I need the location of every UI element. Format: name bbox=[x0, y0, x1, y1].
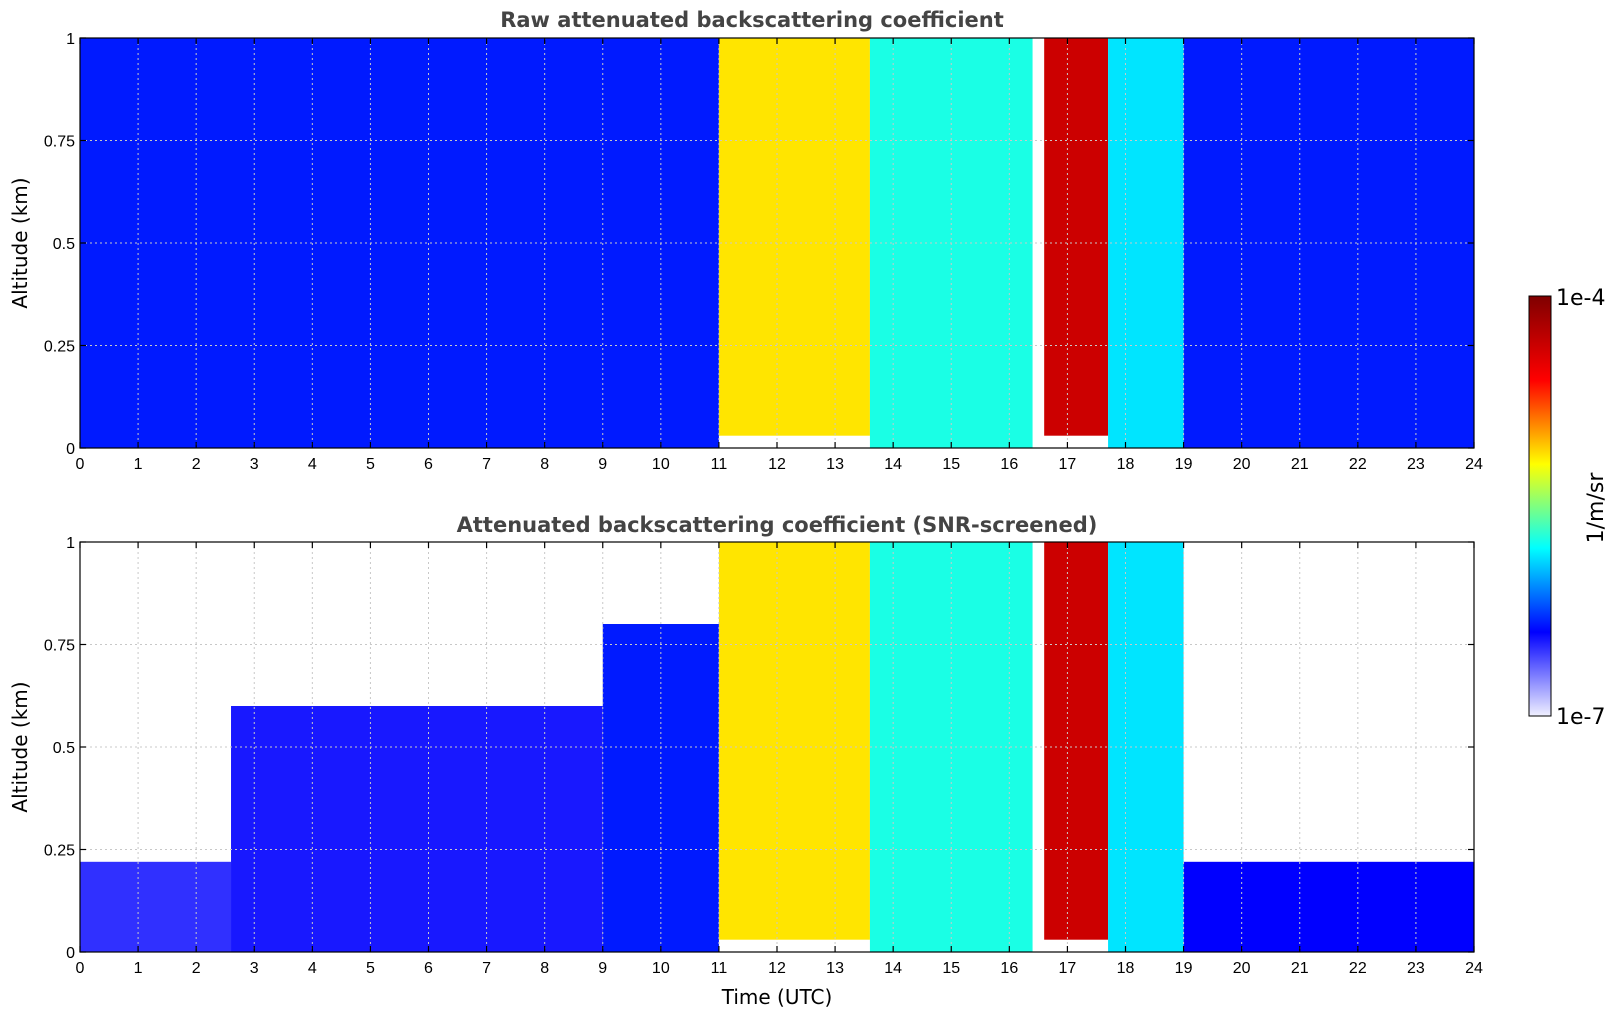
y-tick-label: 0.75 bbox=[44, 638, 75, 655]
x-tick-label: 10 bbox=[652, 456, 670, 473]
top-panel-title: Raw attenuated backscattering coefficien… bbox=[500, 8, 1004, 32]
x-tick-label: 19 bbox=[1175, 960, 1193, 977]
x-tick-label: 7 bbox=[482, 456, 491, 473]
x-tick-label: 9 bbox=[598, 456, 607, 473]
x-tick-label: 19 bbox=[1175, 456, 1193, 473]
bottom-x-ticks: 0 1 2 3 4 5 6 7 8 9 10 11 12 13 14 15 16 17 18 19 20 21 22 23 24 bbox=[76, 542, 1483, 977]
colorbar-min-label: 1e-7 bbox=[1556, 705, 1605, 730]
x-tick-label: 9 bbox=[598, 960, 607, 977]
heatmap-region-1 bbox=[231, 706, 603, 952]
x-tick-label: 0 bbox=[76, 456, 85, 473]
x-tick-label: 14 bbox=[884, 456, 902, 473]
x-tick-label: 6 bbox=[424, 960, 433, 977]
y-tick-label: 0.5 bbox=[53, 740, 75, 757]
colorbar: 1e-4 1e-7 1/m/sr bbox=[1528, 286, 1609, 730]
x-tick-label: 1 bbox=[134, 960, 143, 977]
y-tick-label: 0.25 bbox=[44, 843, 75, 860]
x-tick-label: 18 bbox=[1117, 456, 1135, 473]
x-tick-label: 5 bbox=[366, 456, 375, 473]
x-tick-label: 11 bbox=[711, 960, 728, 977]
x-tick-label: 13 bbox=[826, 960, 844, 977]
x-tick-label: 0 bbox=[76, 960, 85, 977]
x-tick-label: 6 bbox=[424, 456, 433, 473]
x-tick-label: 21 bbox=[1291, 960, 1309, 977]
y-tick-label: 0.25 bbox=[44, 339, 75, 356]
y-tick-label: 0.5 bbox=[53, 236, 75, 253]
x-tick-label: 3 bbox=[250, 456, 259, 473]
heatmap-region-5 bbox=[1044, 542, 1109, 940]
bottom-y-axis-label: Altitude (km) bbox=[8, 681, 32, 812]
x-tick-label: 16 bbox=[1000, 456, 1018, 473]
heatmap-region-1 bbox=[718, 38, 870, 436]
top-y-axis-label: Altitude (km) bbox=[8, 177, 32, 308]
x-tick-label: 18 bbox=[1117, 960, 1135, 977]
heatmap-region-0 bbox=[80, 861, 232, 952]
x-tick-label: 14 bbox=[884, 960, 902, 977]
x-tick-label: 23 bbox=[1407, 960, 1425, 977]
top-x-ticks: 0 1 2 3 4 5 6 7 8 9 10 11 12 13 14 15 16 17 18 19 20 21 22 23 24 bbox=[76, 38, 1483, 473]
x-tick-label: 3 bbox=[250, 960, 259, 977]
colorbar-gradient bbox=[1528, 295, 1552, 717]
x-tick-label: 24 bbox=[1465, 960, 1483, 977]
y-tick-label: 1 bbox=[66, 535, 75, 552]
bottom-y-ticks: 0 0.25 0.5 0.75 1 bbox=[44, 535, 1474, 962]
colorbar-unit-label: 1/m/sr bbox=[1584, 472, 1609, 544]
x-tick-label: 8 bbox=[540, 456, 549, 473]
x-tick-label: 8 bbox=[540, 960, 549, 977]
x-tick-label: 16 bbox=[1000, 960, 1018, 977]
bottom-x-axis-label: Time (UTC) bbox=[721, 985, 833, 1009]
heatmap-region-3 bbox=[718, 542, 870, 940]
y-tick-label: 0 bbox=[66, 441, 75, 458]
x-tick-label: 4 bbox=[308, 456, 317, 473]
x-tick-label: 17 bbox=[1059, 456, 1077, 473]
x-tick-label: 22 bbox=[1349, 960, 1367, 977]
x-tick-label: 22 bbox=[1349, 456, 1367, 473]
heatmap-region-3 bbox=[1044, 38, 1109, 436]
x-tick-label: 1 bbox=[134, 456, 143, 473]
x-tick-label: 20 bbox=[1233, 456, 1251, 473]
x-tick-label: 2 bbox=[192, 456, 201, 473]
x-tick-label: 7 bbox=[482, 960, 491, 977]
x-tick-label: 10 bbox=[652, 960, 670, 977]
bottom-panel-title: Attenuated backscattering coefficient (S… bbox=[457, 513, 1098, 537]
y-tick-label: 0 bbox=[66, 945, 75, 962]
bottom-gridlines bbox=[80, 542, 1474, 952]
y-tick-label: 1 bbox=[66, 31, 75, 48]
x-tick-label: 4 bbox=[308, 960, 317, 977]
heatmap-region-7 bbox=[1183, 861, 1474, 952]
x-tick-label: 11 bbox=[711, 456, 728, 473]
x-tick-label: 24 bbox=[1465, 456, 1483, 473]
x-tick-label: 12 bbox=[768, 456, 786, 473]
x-tick-label: 15 bbox=[942, 456, 960, 473]
x-tick-label: 5 bbox=[366, 960, 375, 977]
top-panel: Raw attenuated backscattering coefficien… bbox=[8, 8, 1483, 473]
x-tick-label: 2 bbox=[192, 960, 201, 977]
top-gridlines bbox=[80, 38, 1474, 448]
x-tick-label: 21 bbox=[1291, 456, 1309, 473]
bottom-panel: Attenuated backscattering coefficient (S… bbox=[8, 513, 1483, 1009]
x-tick-label: 12 bbox=[768, 960, 786, 977]
top-y-ticks: 0 0.25 0.5 0.75 1 bbox=[44, 31, 1474, 458]
x-tick-label: 17 bbox=[1059, 960, 1077, 977]
x-tick-label: 23 bbox=[1407, 456, 1425, 473]
y-tick-label: 0.75 bbox=[44, 134, 75, 151]
x-tick-label: 13 bbox=[826, 456, 844, 473]
x-tick-label: 20 bbox=[1233, 960, 1251, 977]
x-tick-label: 15 bbox=[942, 960, 960, 977]
colorbar-max-label: 1e-4 bbox=[1556, 286, 1605, 311]
